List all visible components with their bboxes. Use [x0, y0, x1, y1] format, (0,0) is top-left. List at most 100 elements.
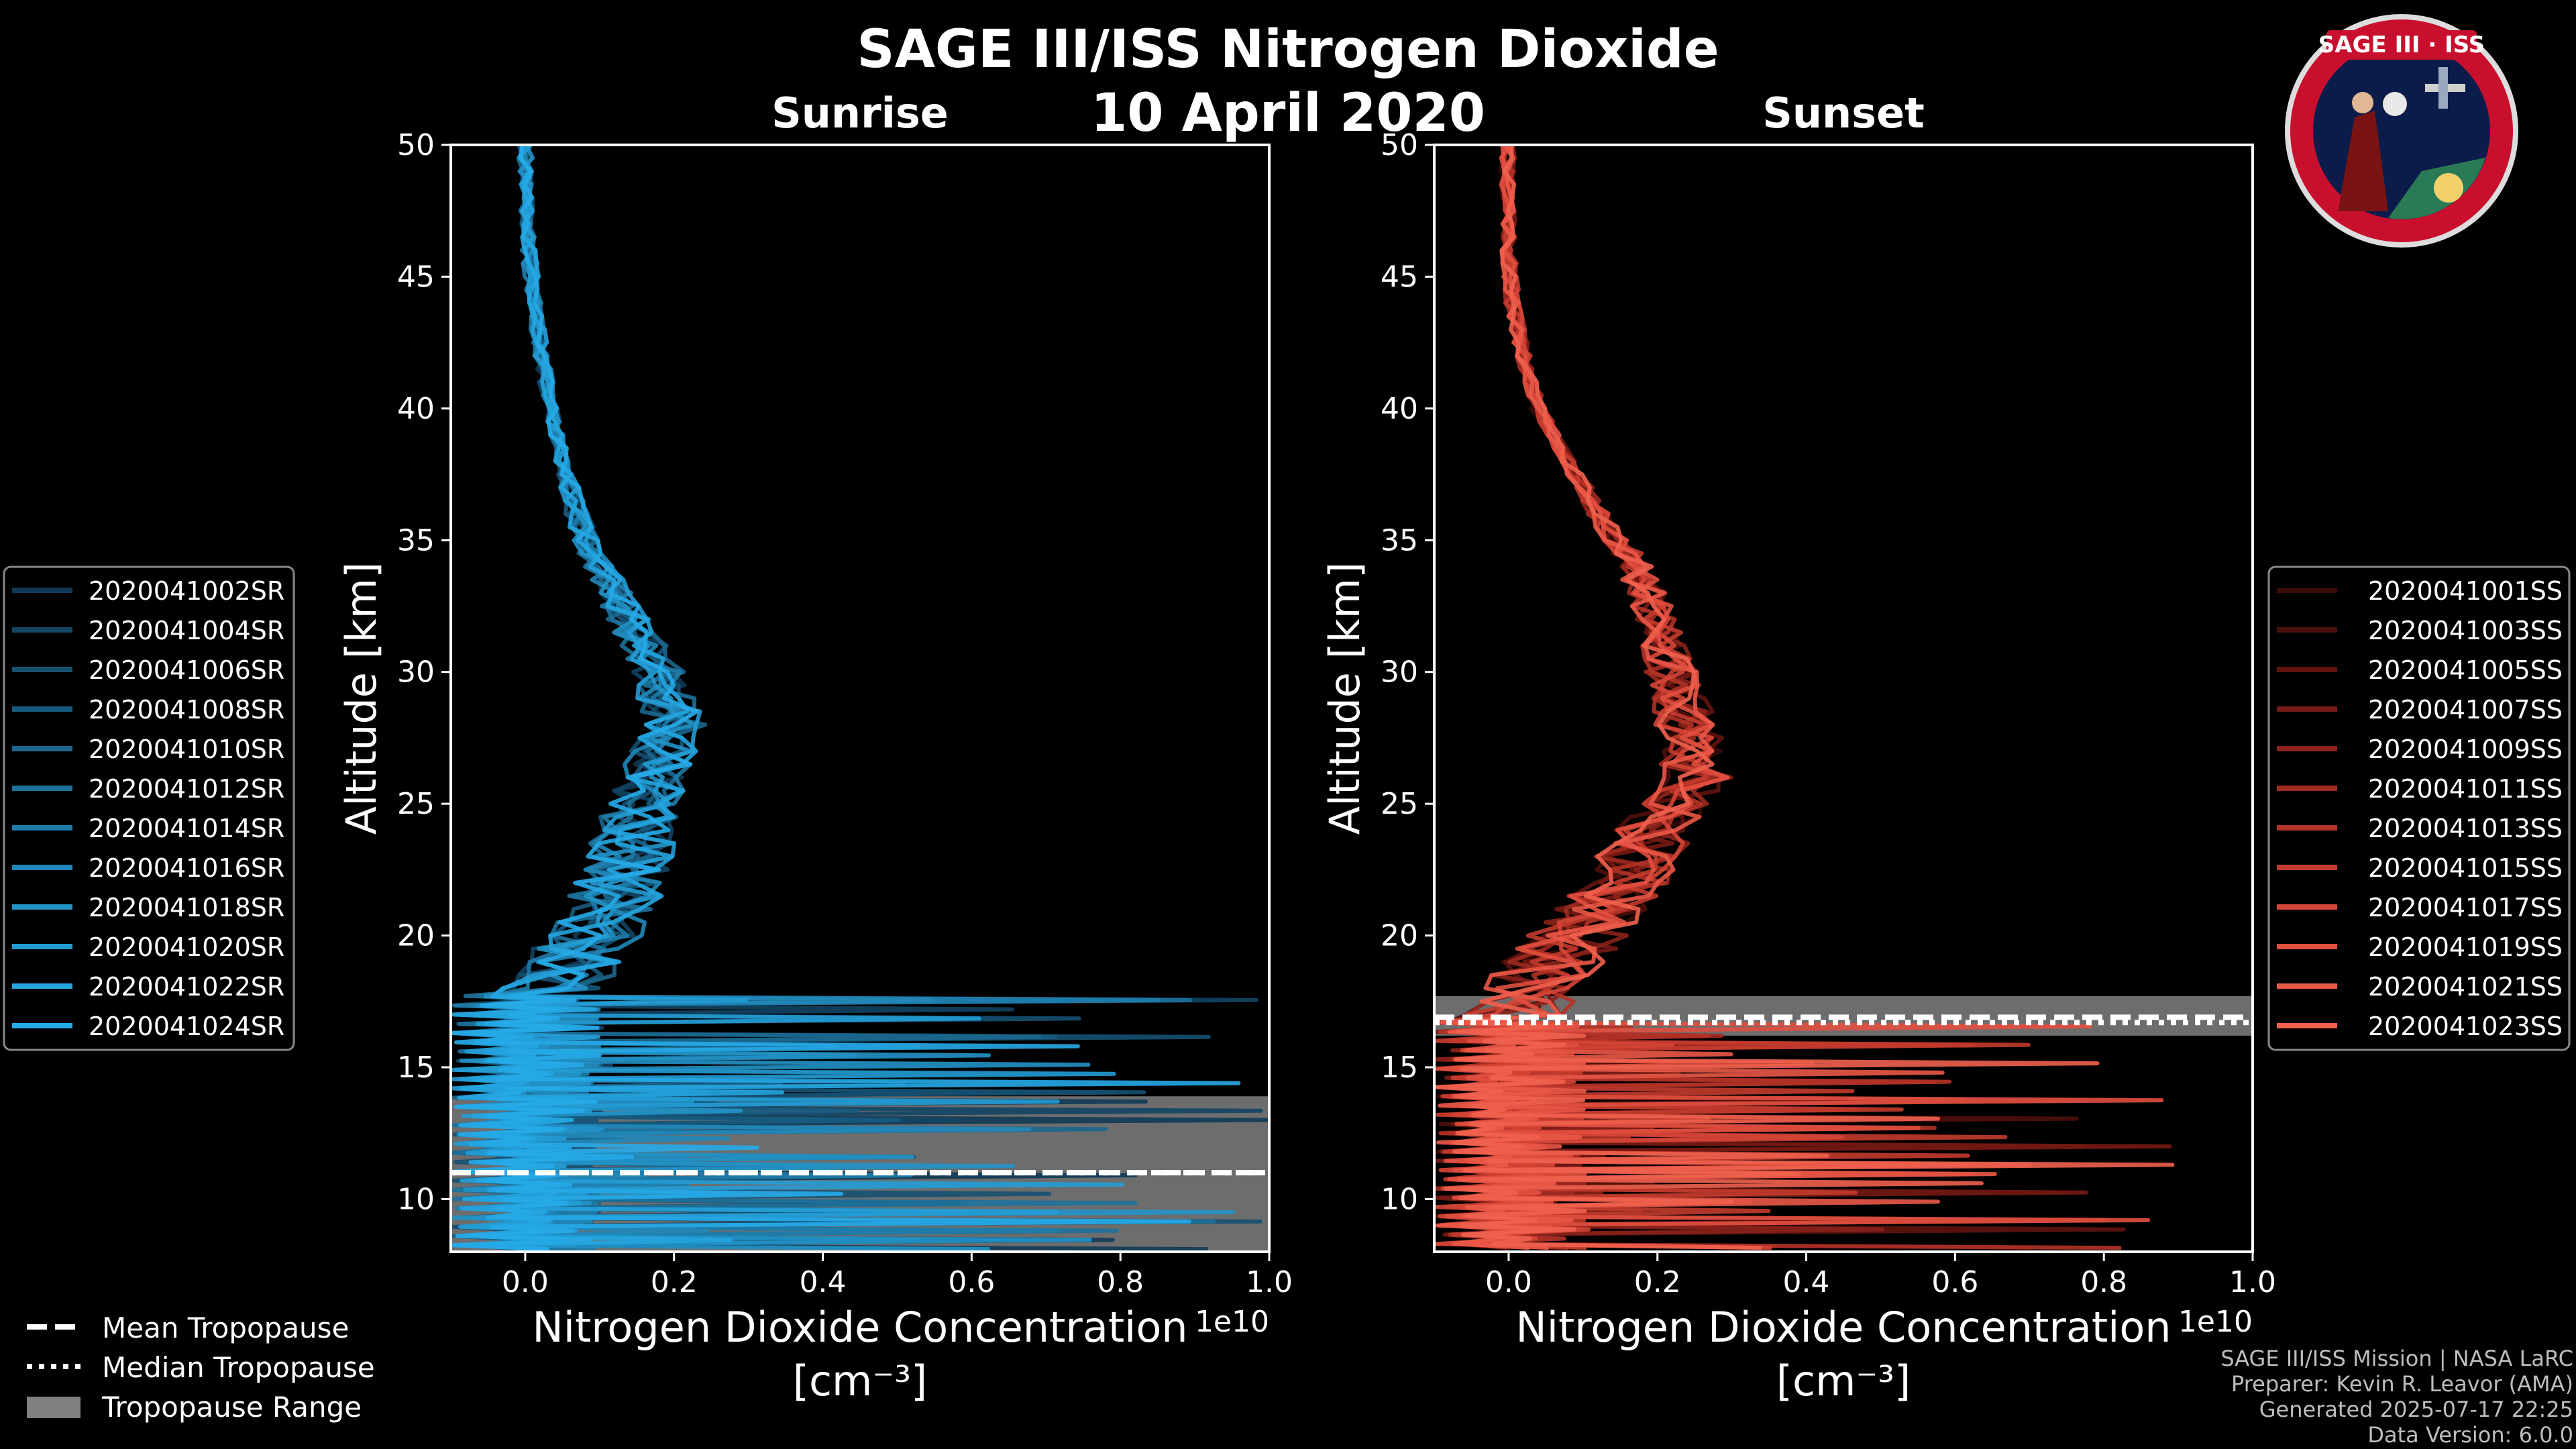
legend-label-2020041020SR: 2020041020SR	[89, 932, 284, 962]
sunset-xlabel: Nitrogen Dioxide Concentration	[1515, 1303, 2171, 1352]
sunset-ylabel: Altitude [km]	[1320, 562, 1369, 835]
legend-label-2020041003SS: 2020041003SS	[2368, 616, 2563, 645]
footer-version: Data Version: 6.0.0	[2367, 1422, 2573, 1448]
legend-label-2020041008SR: 2020041008SR	[89, 695, 284, 724]
profile-2020041024SR	[451, 145, 1241, 1252]
legend-label-2020041023SS: 2020041023SS	[2368, 1012, 2563, 1041]
sunrise-profiles	[451, 145, 1269, 1252]
sunrise-y-tick-label: 15	[397, 1051, 435, 1085]
sunset-title: Sunset	[1762, 89, 1925, 138]
sunset-x-tick-label: 0.0	[1485, 1265, 1532, 1299]
legend-label-2020041011SS: 2020041011SS	[2368, 774, 2563, 804]
sunrise-y-tick-label: 20	[397, 919, 435, 953]
tropopause-range-label: Tropopause Range	[101, 1391, 362, 1424]
sunrise-plot-frame	[449, 144, 1271, 1253]
sunrise-x-offset: 1e10	[1195, 1305, 1269, 1339]
sunset-x-tick-label: 0.8	[2080, 1265, 2127, 1299]
logo-text: SAGE III · ISS	[2318, 32, 2485, 58]
legend-label-2020041014SR: 2020041014SR	[89, 814, 284, 843]
legend-label-2020041004SR: 2020041004SR	[89, 616, 284, 645]
median-tropopause-label: Median Tropopause	[102, 1351, 375, 1384]
sunrise-xlabel-units: [cm⁻³]	[793, 1356, 927, 1405]
sunrise-legend: 2020041002SR 2020041004SR 2020041006SR 2020…	[3, 566, 295, 1051]
sunrise-y-tick-label: 45	[397, 260, 435, 294]
sunset-y-tick-label: 15	[1381, 1051, 1418, 1085]
legend-label-2020041013SS: 2020041013SS	[2368, 814, 2563, 843]
sunset-y-tick-label: 10	[1381, 1182, 1418, 1216]
sunset-legend-box	[2267, 566, 2571, 1051]
footer-credits: SAGE III/ISS Mission | NASA LaRC Prepare…	[2220, 1346, 2573, 1448]
sunset-x-offset: 1e10	[2178, 1305, 2253, 1339]
sunrise-legend-box	[3, 566, 295, 1051]
sunset-tropopause-lines	[1434, 1014, 2253, 1026]
sunrise-title: Sunrise	[771, 89, 949, 138]
sunset-y-tick-label: 45	[1381, 260, 1418, 294]
sunrise-x-ticks: 0.0 0.2 0.4 0.6 0.8 1.0	[502, 1252, 1293, 1299]
sunset-y-tick-label: 40	[1381, 392, 1418, 426]
logo-banner	[2326, 30, 2477, 60]
sunrise-y-tick-label: 50	[397, 128, 435, 162]
sunset-y-tick-label: 25	[1381, 787, 1418, 821]
logo-figure-head	[2352, 92, 2373, 113]
sunrise-x-tick-label: 0.6	[948, 1265, 995, 1299]
sunrise-y-tick-label: 35	[397, 523, 435, 557]
sunrise-ylabel: Altitude [km]	[337, 562, 386, 835]
sunrise-x-tick-label: 1.0	[1246, 1265, 1293, 1299]
legend-label-2020041007SS: 2020041007SS	[2368, 695, 2563, 724]
profile-2020041023SS	[1434, 145, 2175, 1250]
footer-preparer: Preparer: Kevin R. Leavor (AMA)	[2231, 1371, 2573, 1397]
logo-figure-robe	[2338, 111, 2388, 211]
legend-label-2020041017SS: 2020041017SS	[2368, 893, 2563, 922]
legend-label-2020041018SR: 2020041018SR	[89, 893, 284, 922]
legend-label-2020041021SS: 2020041021SS	[2368, 972, 2563, 1002]
logo-station-panel	[2438, 67, 2448, 109]
legend-label-2020041012SR: 2020041012SR	[89, 774, 284, 804]
legend-label-2020041009SS: 2020041009SS	[2368, 735, 2563, 764]
legend-label-2020041015SS: 2020041015SS	[2368, 853, 2563, 883]
sunrise-panel: Sunrise 0.0 0.2 0.4 0.6 0.8 1.0 10 15 20 25 30 35 4…	[337, 89, 1293, 1405]
legend-label-2020041005SS: 2020041005SS	[2368, 655, 2563, 685]
logo-sun	[2434, 173, 2463, 203]
sunset-y-tick-label: 35	[1381, 523, 1418, 557]
sunset-y-ticks: 10 15 20 25 30 35 40 45 50	[1381, 128, 1434, 1216]
sage-iii-iss-logo: SAGE III · ISS	[2285, 14, 2518, 248]
sunset-y-tick-label: 30	[1381, 655, 1418, 690]
sunrise-x-tick-label: 0.0	[502, 1265, 549, 1299]
legend-label-2020041019SS: 2020041019SS	[2368, 932, 2563, 962]
sunset-x-tick-label: 0.4	[1783, 1265, 1830, 1299]
tropopause-range-swatch	[27, 1397, 80, 1418]
footer-mission: SAGE III/ISS Mission | NASA LaRC	[2220, 1346, 2573, 1371]
sunset-legend: 2020041001SS 2020041003SS 2020041005SS 2020…	[2267, 566, 2571, 1051]
legend-label-2020041010SR: 2020041010SR	[89, 735, 284, 764]
sunrise-y-tick-label: 30	[397, 655, 435, 690]
sunset-x-ticks: 0.0 0.2 0.4 0.6 0.8 1.0	[1485, 1252, 2276, 1299]
legend-label-2020041016SR: 2020041016SR	[89, 853, 284, 883]
tropopause-legend: Mean Tropopause Median Tropopause Tropop…	[27, 1311, 375, 1424]
mean-tropopause-label: Mean Tropopause	[102, 1311, 349, 1344]
sunset-xlabel-units: [cm⁻³]	[1776, 1356, 1911, 1405]
legend-label-2020041024SR: 2020041024SR	[89, 1012, 284, 1041]
sunset-plot-frame	[1433, 144, 2254, 1253]
legend-label-2020041022SR: 2020041022SR	[89, 972, 284, 1002]
sunrise-x-tick-label: 0.8	[1097, 1265, 1144, 1299]
legend-label-2020041006SR: 2020041006SR	[89, 655, 284, 685]
logo-moon	[2383, 92, 2407, 116]
sunset-x-tick-label: 0.6	[1931, 1265, 1978, 1299]
legend-label-2020041001SS: 2020041001SS	[2368, 576, 2563, 606]
sunrise-y-ticks: 10 15 20 25 30 35 40 45 50	[397, 128, 451, 1216]
footer-generated: Generated 2025-07-17 22:25	[2259, 1397, 2573, 1422]
sunset-y-tick-label: 20	[1381, 919, 1418, 953]
sunrise-y-tick-label: 40	[397, 392, 435, 426]
sunrise-x-tick-label: 0.2	[651, 1265, 698, 1299]
figure-date: 10 April 2020	[1091, 83, 1485, 144]
sunrise-xlabel: Nitrogen Dioxide Concentration	[532, 1303, 1187, 1352]
sunrise-y-tick-label: 10	[397, 1182, 435, 1216]
sunrise-y-tick-label: 25	[397, 787, 435, 821]
sunset-profiles	[1434, 145, 2175, 1250]
sunset-y-tick-label: 50	[1381, 128, 1418, 162]
legend-label-2020041002SR: 2020041002SR	[89, 576, 284, 606]
figure-title: SAGE III/ISS Nitrogen Dioxide	[857, 19, 1719, 80]
sunset-x-tick-label: 0.2	[1634, 1265, 1681, 1299]
sunset-panel: Sunset 0.0 0.2 0.4 0.6 0.8 1.0 10 15 20 25 30 35 40…	[1320, 89, 2276, 1405]
